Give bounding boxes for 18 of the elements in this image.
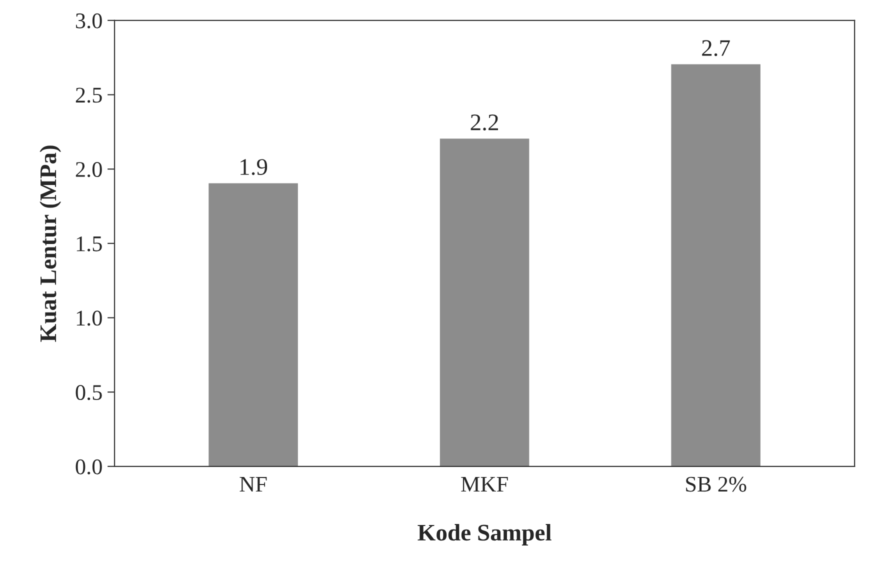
x-tick-label: SB 2%: [686, 476, 746, 492]
bar: [671, 64, 760, 466]
bar: [440, 138, 530, 466]
y-tick-label: 1.0: [76, 310, 102, 326]
y-tick-label: 2.5: [76, 88, 102, 103]
y-tick-label: 0.5: [76, 385, 102, 400]
y-tick-label: 1.5: [76, 236, 102, 252]
data-label: 2.7: [702, 40, 730, 56]
x-tick-label: MKF: [461, 476, 508, 492]
x-tick-label: NF: [240, 476, 267, 492]
x-axis-title: Kode Sampel: [418, 524, 552, 546]
y-tick-label: 3.0: [76, 13, 102, 28]
y-tick-label: 2.0: [76, 162, 102, 178]
y-tick-label: 0.0: [76, 459, 102, 474]
data-label: 1.9: [240, 159, 268, 176]
data-label: 2.2: [470, 114, 498, 130]
y-axis-title: Kuat Lentur (MPa): [40, 146, 62, 342]
bar: [208, 183, 298, 466]
